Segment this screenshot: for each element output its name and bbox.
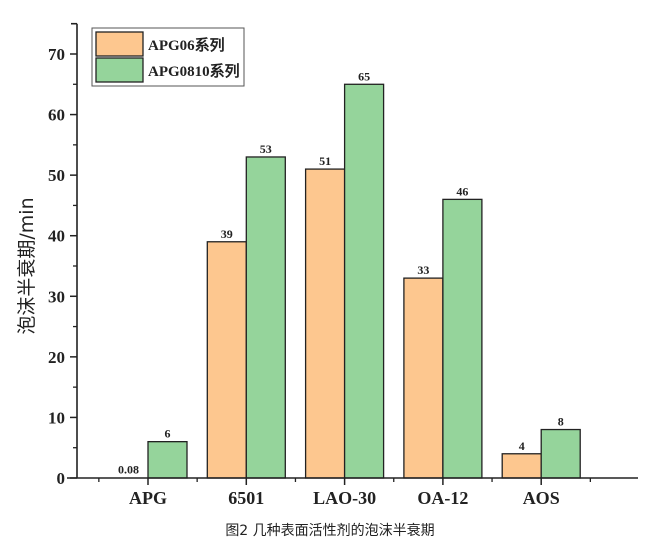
y-tick-label: 60	[48, 106, 65, 125]
value-label: 6	[165, 427, 171, 441]
y-tick-label: 20	[48, 348, 65, 367]
x-tick-label: AOS	[523, 488, 560, 508]
y-tick-label: 40	[48, 227, 65, 246]
bar-apg-series2	[147, 441, 188, 479]
x-tick-label: 6501	[228, 488, 264, 508]
value-label: 8	[558, 415, 564, 429]
bar-aos-series1	[501, 453, 542, 479]
legend-label: APG0810系列	[148, 62, 240, 80]
y-tick-label: 50	[48, 166, 65, 185]
legend-swatch	[95, 31, 144, 57]
bar-aos-series2	[540, 428, 581, 479]
value-label: 51	[319, 154, 331, 168]
value-label: 33	[417, 263, 429, 277]
legend-swatch	[95, 57, 144, 83]
y-tick-label: 70	[48, 45, 65, 64]
value-label: 46	[456, 184, 468, 198]
y-tick-label: 10	[48, 408, 65, 427]
value-label: 65	[358, 69, 370, 83]
x-tick-label: LAO-30	[313, 488, 376, 508]
bar-oa-12-series2	[442, 198, 483, 479]
bar-lao-30-series2	[343, 83, 385, 479]
x-tick-label: OA-12	[417, 488, 468, 508]
y-tick-label: 0	[57, 469, 66, 488]
legend-label: APG06系列	[148, 36, 225, 54]
y-axis-label: 泡沫半衰期/min	[16, 197, 38, 334]
bar-lao-30-series1	[304, 168, 346, 479]
x-tick-label: APG	[129, 488, 167, 508]
value-label: 39	[221, 227, 233, 241]
y-tick-label: 30	[48, 287, 65, 306]
bar-6501-series1	[206, 241, 247, 479]
bar-oa-12-series1	[403, 277, 444, 479]
value-label: 53	[260, 142, 272, 156]
value-label: 0.08	[118, 463, 139, 477]
figure-caption: 图2 几种表面活性剂的泡沫半衰期	[225, 523, 435, 539]
value-label: 4	[519, 439, 525, 453]
bar-6501-series2	[245, 156, 286, 479]
